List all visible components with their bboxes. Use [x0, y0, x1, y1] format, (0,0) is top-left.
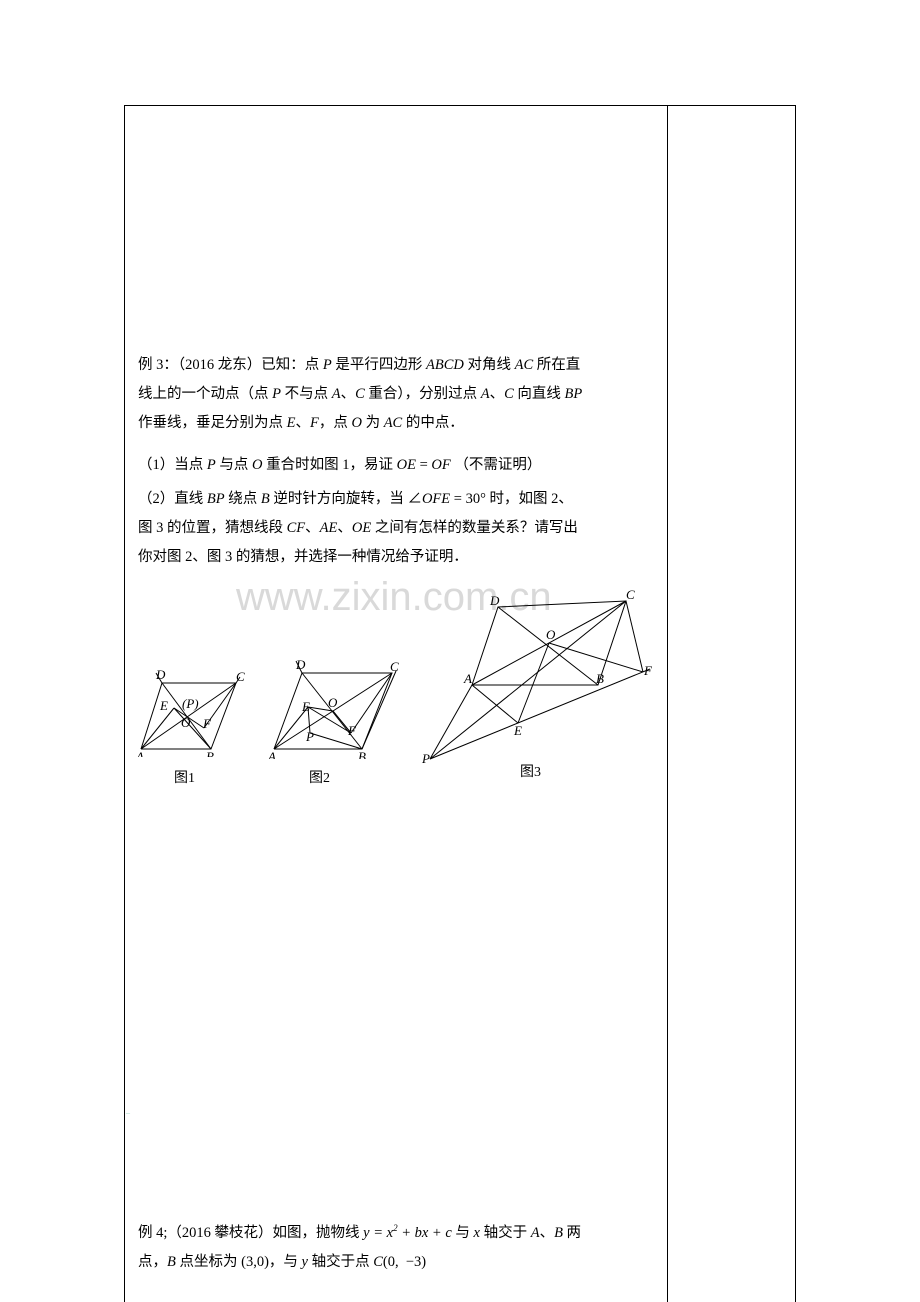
label-E2: E [301, 699, 310, 714]
label-P: (P) [182, 696, 199, 711]
fig1-label: 图1 [174, 767, 195, 787]
figure-1: D C E (P) O F A B [136, 611, 251, 757]
ex4-formula: y = x2 + bx + c [363, 1225, 452, 1241]
label-C2: C [390, 659, 399, 674]
label-C: C [236, 669, 245, 684]
figure-3: D C O A B F E P [418, 587, 656, 765]
label-F3: F [643, 663, 653, 678]
label-B: B [206, 749, 214, 757]
example4-text: 例 4;（2016 攀枝花）如图，抛物线 y = x2 + bx + c 与 x… [138, 1219, 656, 1277]
example3-intro: 例 3：（2016 龙东）已知：点 P 是平行四边形 ABCD 对角线 AC 所… [138, 351, 656, 438]
figures-container: D C E (P) O F A B [136, 587, 656, 792]
label-F2: F [347, 723, 357, 738]
label-P2: P [305, 729, 314, 744]
ex4-l1b: 与 x 轴交于 A、B 两 [452, 1225, 581, 1241]
figure-2: D C E O P F A B [266, 613, 401, 759]
tiny-mark: _ [126, 1106, 130, 1115]
label-D: D [155, 667, 166, 682]
label-E: E [159, 698, 168, 713]
label-D2: D [295, 657, 306, 672]
label-B2: B [358, 749, 366, 759]
label-O: O [181, 715, 191, 730]
label-O2: O [328, 695, 338, 710]
label-C3: C [626, 587, 635, 602]
label-A2: A [267, 749, 276, 759]
example3-part2: （2）直线 BP 绕点 B 逆时针方向旋转，当 ∠OFE = 30° 时，如图 … [138, 485, 656, 572]
label-E3: E [513, 723, 522, 738]
fig2-label: 图2 [309, 767, 330, 787]
label-B3: B [596, 671, 604, 686]
label-A3: A [463, 671, 472, 686]
example3-part1: （1）当点 P 与点 O 重合时如图 1，易证 OE = OF （不需证明） [138, 451, 656, 480]
label-A: A [136, 749, 144, 757]
label-D3: D [489, 593, 500, 608]
ex4-l1a: 例 4;（2016 攀枝花）如图，抛物线 [138, 1225, 363, 1241]
label-F: F [202, 716, 212, 731]
label-O3: O [546, 627, 556, 642]
fig3-label: 图3 [520, 761, 541, 781]
column-divider [667, 105, 668, 1302]
label-P3: P [421, 751, 430, 765]
